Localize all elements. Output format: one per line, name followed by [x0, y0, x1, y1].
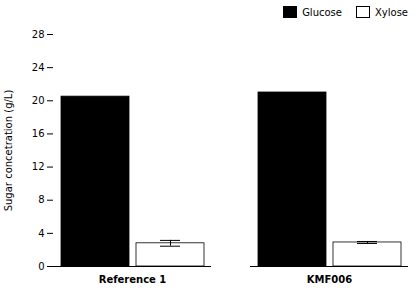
svg-text:12: 12	[32, 161, 45, 172]
html-text:Glucose: Glucose	[302, 6, 342, 18]
html-text:Xylose: Xylose	[375, 6, 408, 18]
svg-text:Sugar concetration (g/L): Sugar concetration (g/L)	[3, 90, 14, 212]
svg-text:Reference 1: Reference 1	[99, 274, 167, 285]
svg-text:4: 4	[38, 228, 44, 239]
svg-text:16: 16	[32, 128, 45, 139]
svg-text:28: 28	[32, 29, 45, 40]
svg-text:0: 0	[38, 261, 44, 272]
svg-text:8: 8	[38, 194, 44, 205]
svg-text:24: 24	[32, 62, 45, 73]
svg-text:20: 20	[32, 95, 45, 106]
svg-text:KMF006: KMF006	[307, 274, 352, 285]
